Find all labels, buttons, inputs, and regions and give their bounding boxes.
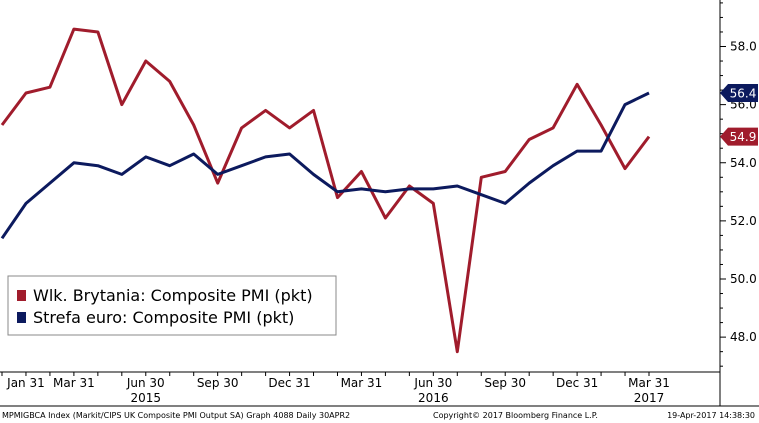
badge-shape <box>720 127 758 146</box>
footer: MPMIGBCA Index (Markit/CIPS UK Composite… <box>2 411 755 420</box>
y-axis: 58.056.054.052.050.048.0 <box>720 2 757 367</box>
x-year-label: 2016 <box>418 391 449 405</box>
legend-swatch-euro <box>17 312 26 323</box>
badge-label: 54.9 <box>730 130 757 144</box>
last-value-badge-euro: 56.4 <box>720 84 758 102</box>
footer-source: MPMIGBCA Index (Markit/CIPS UK Composite… <box>2 411 350 420</box>
legend-box <box>7 275 337 336</box>
footer-copyright: Copyright© 2017 Bloomberg Finance L.P. <box>433 411 598 420</box>
badge-label: 56.4 <box>730 87 757 101</box>
chart-frame <box>0 0 759 407</box>
legend-label-euro: Strefa euro: Composite PMI (pkt) <box>33 308 294 327</box>
legend-label-uk: Wlk. Brytania: Composite PMI (pkt) <box>33 286 313 305</box>
series-line-uk <box>0 27 651 354</box>
x-tick-label: Mar 31 <box>341 376 383 390</box>
y-tick-label: 52.0 <box>730 214 757 228</box>
y-tick-label: 48.0 <box>730 330 757 344</box>
x-tick-label: Mar 31 <box>53 376 95 390</box>
x-year-label: 2017 <box>634 391 665 405</box>
x-tick-label: Mar 31 <box>628 376 670 390</box>
x-tick-label: Jan 31 <box>6 376 45 390</box>
footer-timestamp: 19-Apr-2017 14:38:30 <box>667 411 755 420</box>
y-tick-label: 58.0 <box>730 40 757 54</box>
badge-shape <box>720 84 758 102</box>
y-tick-label: 50.0 <box>730 272 757 286</box>
x-tick-label: Sep 30 <box>197 376 239 390</box>
last-value-badges: 54.9 56.4 <box>720 84 758 146</box>
x-tick-label: Dec 31 <box>556 376 598 390</box>
series-line-euro <box>0 91 650 240</box>
y-tick-label: 54.0 <box>730 156 757 170</box>
legend-swatch-uk <box>17 290 26 301</box>
x-tick-label: Dec 31 <box>268 376 310 390</box>
x-tick-label: Jun 30 <box>126 376 165 390</box>
last-value-badge-uk: 54.9 <box>720 127 758 146</box>
x-year-label: 2015 <box>131 391 162 405</box>
x-tick-label: Sep 30 <box>484 376 526 390</box>
legend: Wlk. Brytania: Composite PMI (pkt) Stref… <box>7 275 337 336</box>
x-tick-label: Jun 30 <box>413 376 452 390</box>
x-axis: Jan 31 Mar 31 Jun 30 Sep 30 Dec 31 Mar 31 Jun … <box>1 372 670 405</box>
series-lines <box>0 27 651 354</box>
